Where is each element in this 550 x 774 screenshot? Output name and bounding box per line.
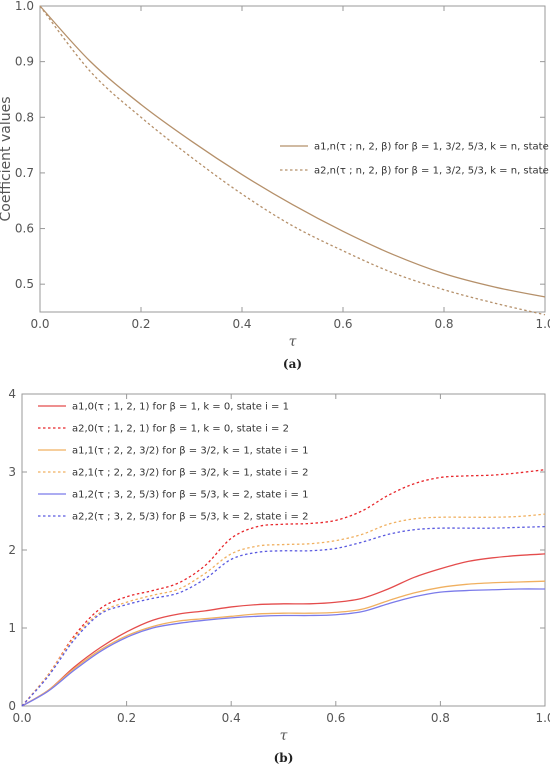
x-tick-label: 0.4: [222, 711, 241, 725]
series-line-4: [21, 513, 546, 707]
x-tick-label: 0.6: [333, 317, 352, 331]
y-tick-label: 0.8: [15, 110, 34, 124]
plot-frame: [21, 393, 546, 707]
legend-entry: a1,n(τ ; n, 2, β) for β = 1, 3/2, 5/3, k…: [314, 142, 550, 153]
series-line-1: [39, 5, 546, 298]
y-tick-label: 0.5: [15, 277, 34, 291]
y-axis-label: Coefficient values: [0, 96, 14, 221]
x-axis-label: τ: [289, 334, 297, 350]
x-tick-label: 0.2: [117, 711, 136, 725]
y-tick-label: 1: [8, 621, 16, 635]
x-tick-label: 0.4: [232, 317, 251, 331]
y-tick-label: 0: [8, 699, 16, 713]
panel-b-chart: 0.00.20.40.60.81.001234τCoefficient valu…: [8, 387, 550, 765]
legend-entry: a1,1(τ ; 2, 2, 3/2) for β = 3/2, k = 1, …: [72, 446, 308, 457]
x-tick-label: 0.8: [431, 711, 450, 725]
legend-entry: a2,0(τ ; 1, 2, 1) for β = 1, k = 0, stat…: [72, 424, 289, 435]
y-tick-label: 0.9: [15, 55, 34, 69]
x-tick-label: 0.0: [12, 711, 31, 725]
legend-entry: a2,2(τ ; 3, 2, 5/3) for β = 5/3, k = 2, …: [72, 512, 308, 523]
plot-frame: [39, 5, 546, 313]
x-tick-label: 0.2: [131, 317, 150, 331]
x-axis-label: τ: [280, 728, 288, 744]
y-tick-label: 3: [8, 465, 16, 479]
series-line-2: [21, 469, 546, 707]
y-tick-label: 2: [8, 543, 16, 557]
series-line-6: [21, 525, 546, 707]
y-tick-label: 0.6: [15, 222, 34, 236]
x-tick-label: 0.8: [434, 317, 453, 331]
x-tick-label: 1.0: [535, 711, 550, 725]
legend-entry: a2,n(τ ; n, 2, β) for β = 1, 3/2, 5/3, k…: [314, 166, 550, 177]
x-tick-label: 0.6: [326, 711, 345, 725]
series-line-3: [21, 580, 546, 707]
legend-entry: a1,0(τ ; 1, 2, 1) for β = 1, k = 0, stat…: [72, 402, 289, 413]
series-line-2: [39, 5, 546, 316]
legend-entry: a1,2(τ ; 3, 2, 5/3) for β = 5/3, k = 2, …: [72, 490, 308, 501]
x-tick-label: 0.0: [30, 317, 49, 331]
panel-a-chart: 0.0 0.2 0.4 0.6 0.8 1.0 0.5 0.6 0.7 0.8 0.9 1.0 τ Coe…: [0, 0, 550, 371]
y-tick-label: 1.0: [15, 0, 34, 13]
legend-entry: a2,1(τ ; 2, 2, 3/2) for β = 3/2, k = 1, …: [72, 468, 308, 479]
figure-caption: (a): [283, 357, 302, 371]
figure-caption: (b): [274, 751, 294, 765]
series-line-1: [21, 553, 546, 707]
y-tick-label: 0.7: [15, 166, 34, 180]
x-tick-label: 1.0: [535, 317, 550, 331]
y-tick-label: 4: [8, 387, 16, 401]
series-line-5: [21, 588, 546, 707]
